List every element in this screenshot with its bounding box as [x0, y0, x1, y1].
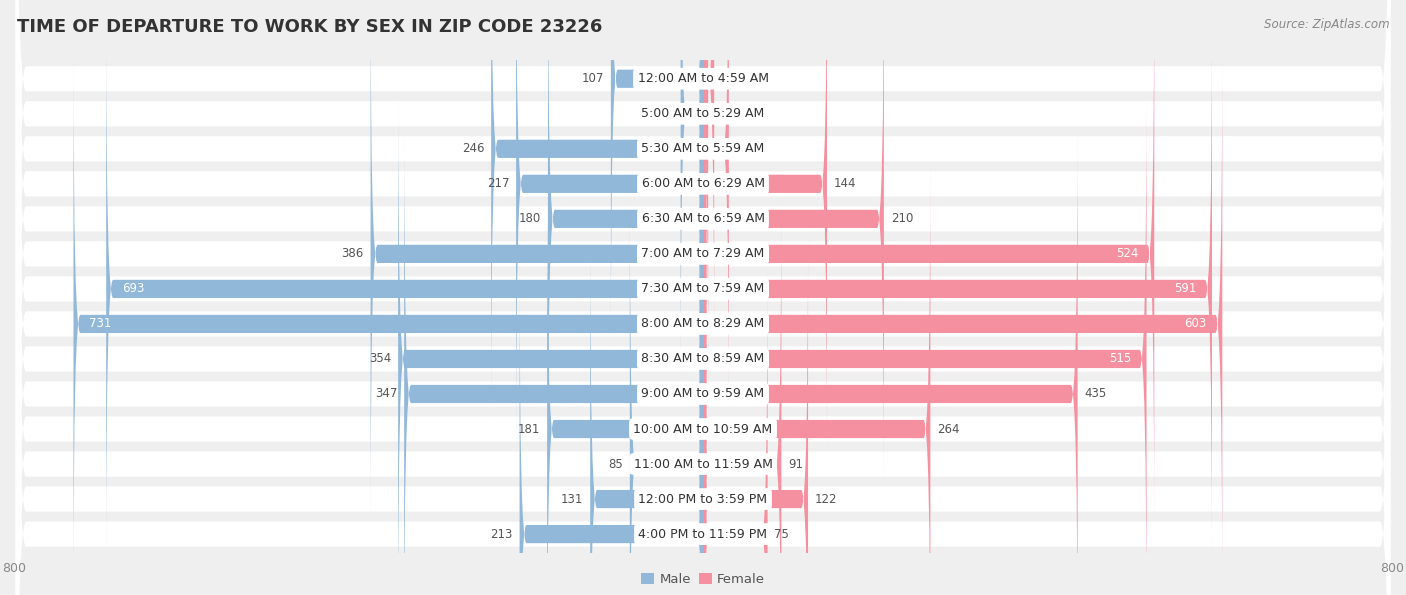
FancyBboxPatch shape: [15, 0, 1391, 521]
Text: 347: 347: [375, 387, 398, 400]
FancyBboxPatch shape: [15, 0, 1391, 556]
FancyBboxPatch shape: [703, 263, 768, 595]
Text: 6: 6: [716, 107, 723, 120]
FancyBboxPatch shape: [703, 53, 1222, 595]
Text: 91: 91: [789, 458, 803, 471]
Text: 731: 731: [89, 318, 111, 330]
Text: 181: 181: [517, 422, 540, 436]
FancyBboxPatch shape: [15, 92, 1391, 595]
FancyBboxPatch shape: [15, 21, 1391, 595]
FancyBboxPatch shape: [15, 57, 1391, 595]
Text: 6:30 AM to 6:59 AM: 6:30 AM to 6:59 AM: [641, 212, 765, 226]
Text: 524: 524: [1116, 248, 1139, 261]
FancyBboxPatch shape: [703, 193, 782, 595]
FancyBboxPatch shape: [703, 158, 931, 595]
Legend: Male, Female: Male, Female: [636, 568, 770, 591]
Text: 435: 435: [1084, 387, 1107, 400]
Text: 85: 85: [609, 458, 623, 471]
Text: 180: 180: [519, 212, 541, 226]
FancyBboxPatch shape: [15, 0, 1391, 591]
Text: 386: 386: [342, 248, 364, 261]
Text: 9:00 AM to 9:59 AM: 9:00 AM to 9:59 AM: [641, 387, 765, 400]
FancyBboxPatch shape: [107, 18, 703, 560]
Text: 75: 75: [775, 528, 789, 541]
Text: 246: 246: [461, 142, 484, 155]
Text: 12:00 PM to 3:59 PM: 12:00 PM to 3:59 PM: [638, 493, 768, 506]
Text: 6:00 AM to 6:29 AM: 6:00 AM to 6:29 AM: [641, 177, 765, 190]
Text: 603: 603: [1184, 318, 1206, 330]
FancyBboxPatch shape: [371, 0, 703, 525]
Text: 13: 13: [721, 72, 735, 85]
Text: 591: 591: [1174, 283, 1197, 295]
FancyBboxPatch shape: [15, 0, 1391, 487]
Text: 12:00 AM to 4:59 AM: 12:00 AM to 4:59 AM: [637, 72, 769, 85]
FancyBboxPatch shape: [681, 0, 703, 385]
FancyBboxPatch shape: [591, 228, 703, 595]
Text: 30: 30: [735, 142, 751, 155]
FancyBboxPatch shape: [703, 0, 884, 490]
Text: 7:00 AM to 7:29 AM: 7:00 AM to 7:29 AM: [641, 248, 765, 261]
FancyBboxPatch shape: [703, 0, 1154, 525]
Text: 515: 515: [1109, 352, 1130, 365]
FancyBboxPatch shape: [703, 18, 1212, 560]
Text: 131: 131: [561, 493, 583, 506]
Text: 693: 693: [122, 283, 143, 295]
Text: Source: ZipAtlas.com: Source: ZipAtlas.com: [1264, 18, 1389, 31]
FancyBboxPatch shape: [404, 123, 703, 595]
Text: 4:00 PM to 11:59 PM: 4:00 PM to 11:59 PM: [638, 528, 768, 541]
FancyBboxPatch shape: [703, 123, 1077, 595]
Text: 8:00 AM to 8:29 AM: 8:00 AM to 8:29 AM: [641, 318, 765, 330]
Text: 144: 144: [834, 177, 856, 190]
FancyBboxPatch shape: [15, 126, 1391, 595]
FancyBboxPatch shape: [520, 263, 703, 595]
FancyBboxPatch shape: [15, 0, 1391, 595]
FancyBboxPatch shape: [15, 0, 1391, 595]
Text: 354: 354: [368, 352, 391, 365]
Text: 8:30 AM to 8:59 AM: 8:30 AM to 8:59 AM: [641, 352, 765, 365]
Text: 264: 264: [938, 422, 960, 436]
FancyBboxPatch shape: [73, 53, 703, 595]
Text: 5:30 AM to 5:59 AM: 5:30 AM to 5:59 AM: [641, 142, 765, 155]
FancyBboxPatch shape: [547, 158, 703, 595]
FancyBboxPatch shape: [702, 0, 710, 385]
Text: 217: 217: [486, 177, 509, 190]
FancyBboxPatch shape: [610, 0, 703, 350]
Text: 213: 213: [491, 528, 513, 541]
FancyBboxPatch shape: [703, 0, 827, 455]
FancyBboxPatch shape: [15, 0, 1391, 595]
FancyBboxPatch shape: [15, 0, 1391, 595]
FancyBboxPatch shape: [630, 193, 703, 595]
FancyBboxPatch shape: [703, 0, 728, 420]
FancyBboxPatch shape: [703, 228, 808, 595]
Text: 11:00 AM to 11:59 AM: 11:00 AM to 11:59 AM: [634, 458, 772, 471]
Text: TIME OF DEPARTURE TO WORK BY SEX IN ZIP CODE 23226: TIME OF DEPARTURE TO WORK BY SEX IN ZIP …: [17, 18, 602, 36]
FancyBboxPatch shape: [491, 0, 703, 420]
Text: 5:00 AM to 5:29 AM: 5:00 AM to 5:29 AM: [641, 107, 765, 120]
FancyBboxPatch shape: [516, 0, 703, 455]
FancyBboxPatch shape: [703, 0, 714, 350]
FancyBboxPatch shape: [15, 0, 1391, 595]
Text: 122: 122: [815, 493, 838, 506]
FancyBboxPatch shape: [703, 88, 1146, 595]
FancyBboxPatch shape: [548, 0, 703, 490]
Text: 26: 26: [659, 107, 673, 120]
Text: 107: 107: [582, 72, 605, 85]
Text: 10:00 AM to 10:59 AM: 10:00 AM to 10:59 AM: [634, 422, 772, 436]
FancyBboxPatch shape: [398, 88, 703, 595]
Text: 7:30 AM to 7:59 AM: 7:30 AM to 7:59 AM: [641, 283, 765, 295]
Text: 210: 210: [891, 212, 912, 226]
FancyBboxPatch shape: [15, 0, 1391, 595]
